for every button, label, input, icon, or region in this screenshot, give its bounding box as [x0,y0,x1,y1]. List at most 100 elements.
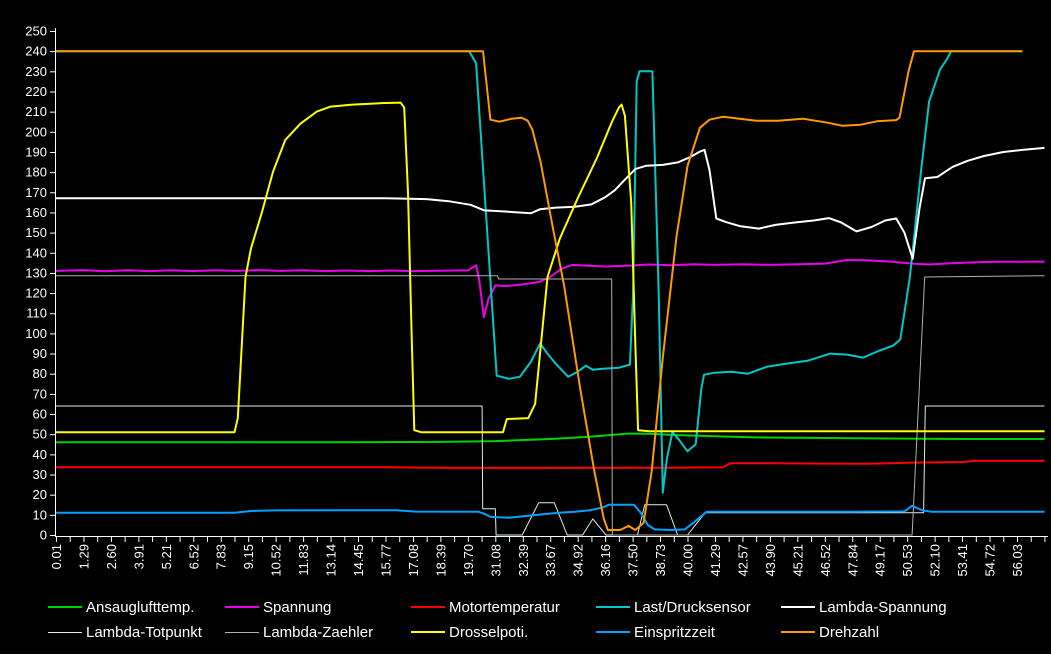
legend-item-lambda-zaehler: Lambda-Zaehler [225,623,373,641]
series-line-drosselpoti [56,101,1045,434]
legend-label: Spannung [263,598,332,616]
x-tick-label: 52.10 [928,544,943,577]
x-tick-label: 2.60 [104,544,119,569]
x-tick-label: 31.08 [488,544,503,577]
series-line-ansauglufttemp [56,432,1045,444]
x-tick-label: 43.90 [763,544,778,577]
legend-label: Motortemperatur [449,598,560,616]
x-tick-label: 37.50 [626,544,641,577]
legend-label: Drosselpoti. [449,623,529,641]
x-tick-label: 13.14 [324,544,339,577]
series-line-last-drucksensor [56,50,1023,494]
x-tick-label: 18.39 [433,544,448,577]
x-tick-label: 7.83 [214,544,229,569]
series-line-lambda-spannung [56,146,1045,260]
x-tick-label: 42.57 [735,544,750,577]
legend-label: Last/Drucksensor [634,598,751,616]
x-tick-label: 10.52 [269,544,284,577]
y-tick-label: 190 [25,144,47,159]
legend-swatch [411,606,445,608]
x-tick-label: 41.29 [708,544,723,577]
y-tick-label: 180 [25,165,47,180]
x-tick-label: 40.00 [681,544,696,577]
y-tick-label: 110 [26,306,47,321]
x-tick-label: 32.39 [516,544,531,577]
y-tick-label: 100 [25,326,47,341]
legend-item-lambda-spannung: Lambda-Spannung [781,598,947,616]
x-tick-label: 9.15 [241,544,256,569]
x-tick-label: 53.41 [955,544,970,577]
series-line-drehzahl [56,50,1023,531]
x-tick-label: 19.70 [461,544,476,577]
x-tick-label: 14.45 [351,544,366,577]
y-tick-label: 120 [25,286,47,301]
x-tick-label: 5.21 [159,544,174,569]
legend-label: Drehzahl [819,623,880,641]
y-tick-label: 70 [33,386,47,401]
y-tick-label: 60 [33,407,47,422]
series-line-lambda-totpunkt [56,405,1045,536]
x-tick-label: 38.73 [653,544,668,577]
y-tick-label: 150 [25,225,47,240]
legend-swatch [411,631,445,633]
y-tick-label: 10 [33,507,47,522]
y-tick-label: 80 [33,366,47,381]
x-tick-label: 56.03 [1010,544,1025,577]
y-tick-label: 210 [25,104,47,119]
y-tick-label: 90 [33,346,47,361]
series-line-einspritzzeit [56,503,1045,531]
legend-swatch [781,631,815,633]
axes [50,28,1048,542]
legend-item-einspritzzeit: Einspritzzeit [596,623,715,641]
series-line-lambda-zaehler [56,275,1045,536]
legend-label: Lambda-Spannung [819,598,947,616]
x-tick-label: 11.83 [296,544,311,576]
legend-item-drehzahl: Drehzahl [781,623,879,641]
legend-item-ansauglufttemp: Ansauglufttemp. [48,598,194,616]
y-tick-label: 140 [25,245,47,260]
chart-plot: 0 10 20 30 40 50 60 70 80 90 100 110 120 130 140 150 160… [25,24,1048,577]
y-tick-label: 130 [25,265,47,280]
legend-swatch [48,606,82,608]
legend-item-drosselpoti: Drosselpoti. [411,623,528,641]
legend-label: Einspritzzeit [634,623,715,641]
legend-item-lambda-totpunkt: Lambda-Totpunkt [48,623,202,641]
x-tick-label: 17.08 [406,544,421,577]
x-tick-label: 15.77 [378,544,393,577]
x-tick-label: 0.01 [49,544,64,569]
series-line-motortemperatur [56,459,1045,469]
legend-item-motortemperatur: Motortemperatur [411,598,560,616]
legend-label: Lambda-Zaehler [263,623,374,641]
legend-swatch [225,606,259,608]
x-tick-label: 47.84 [845,544,860,577]
legend-swatch [48,631,82,633]
y-tick-label: 50 [33,427,47,442]
x-tick-label: 34.92 [571,544,586,577]
series-line-spannung [55,259,1045,319]
x-tick-label: 33.67 [543,544,558,577]
x-tick-label: 1.29 [76,544,91,569]
y-tick-label: 220 [25,84,47,99]
x-tick-label: 45.21 [790,544,805,577]
y-tick-label: 250 [25,24,47,39]
legend-label: Lambda-Totpunkt [86,623,202,641]
legend-swatch [596,606,630,608]
x-tick-label: 36.16 [598,544,613,577]
x-tick-label: 50.53 [900,544,915,577]
y-tick-label: 160 [25,205,47,220]
legend-swatch [596,631,630,633]
y-tick-label: 240 [25,44,47,59]
y-tick-label: 30 [33,467,47,482]
x-axis-labels: 0.01 1.29 2.60 3.91 5.21 6.52 7.83 9.15 10.52 11.… [49,544,1025,577]
legend-label: Ansauglufttemp. [86,598,195,616]
legend-item-last-drucksensor: Last/Drucksensor [596,598,751,616]
y-tick-label: 170 [25,185,47,200]
x-tick-label: 49.17 [873,544,888,577]
y-tick-label: 40 [33,447,47,462]
y-tick-label: 230 [25,64,47,79]
x-tick-label: 3.91 [131,544,146,569]
x-tick-label: 6.52 [186,544,201,569]
legend-item-spannung: Spannung [225,598,331,616]
x-tick-label: 46.52 [818,544,833,577]
